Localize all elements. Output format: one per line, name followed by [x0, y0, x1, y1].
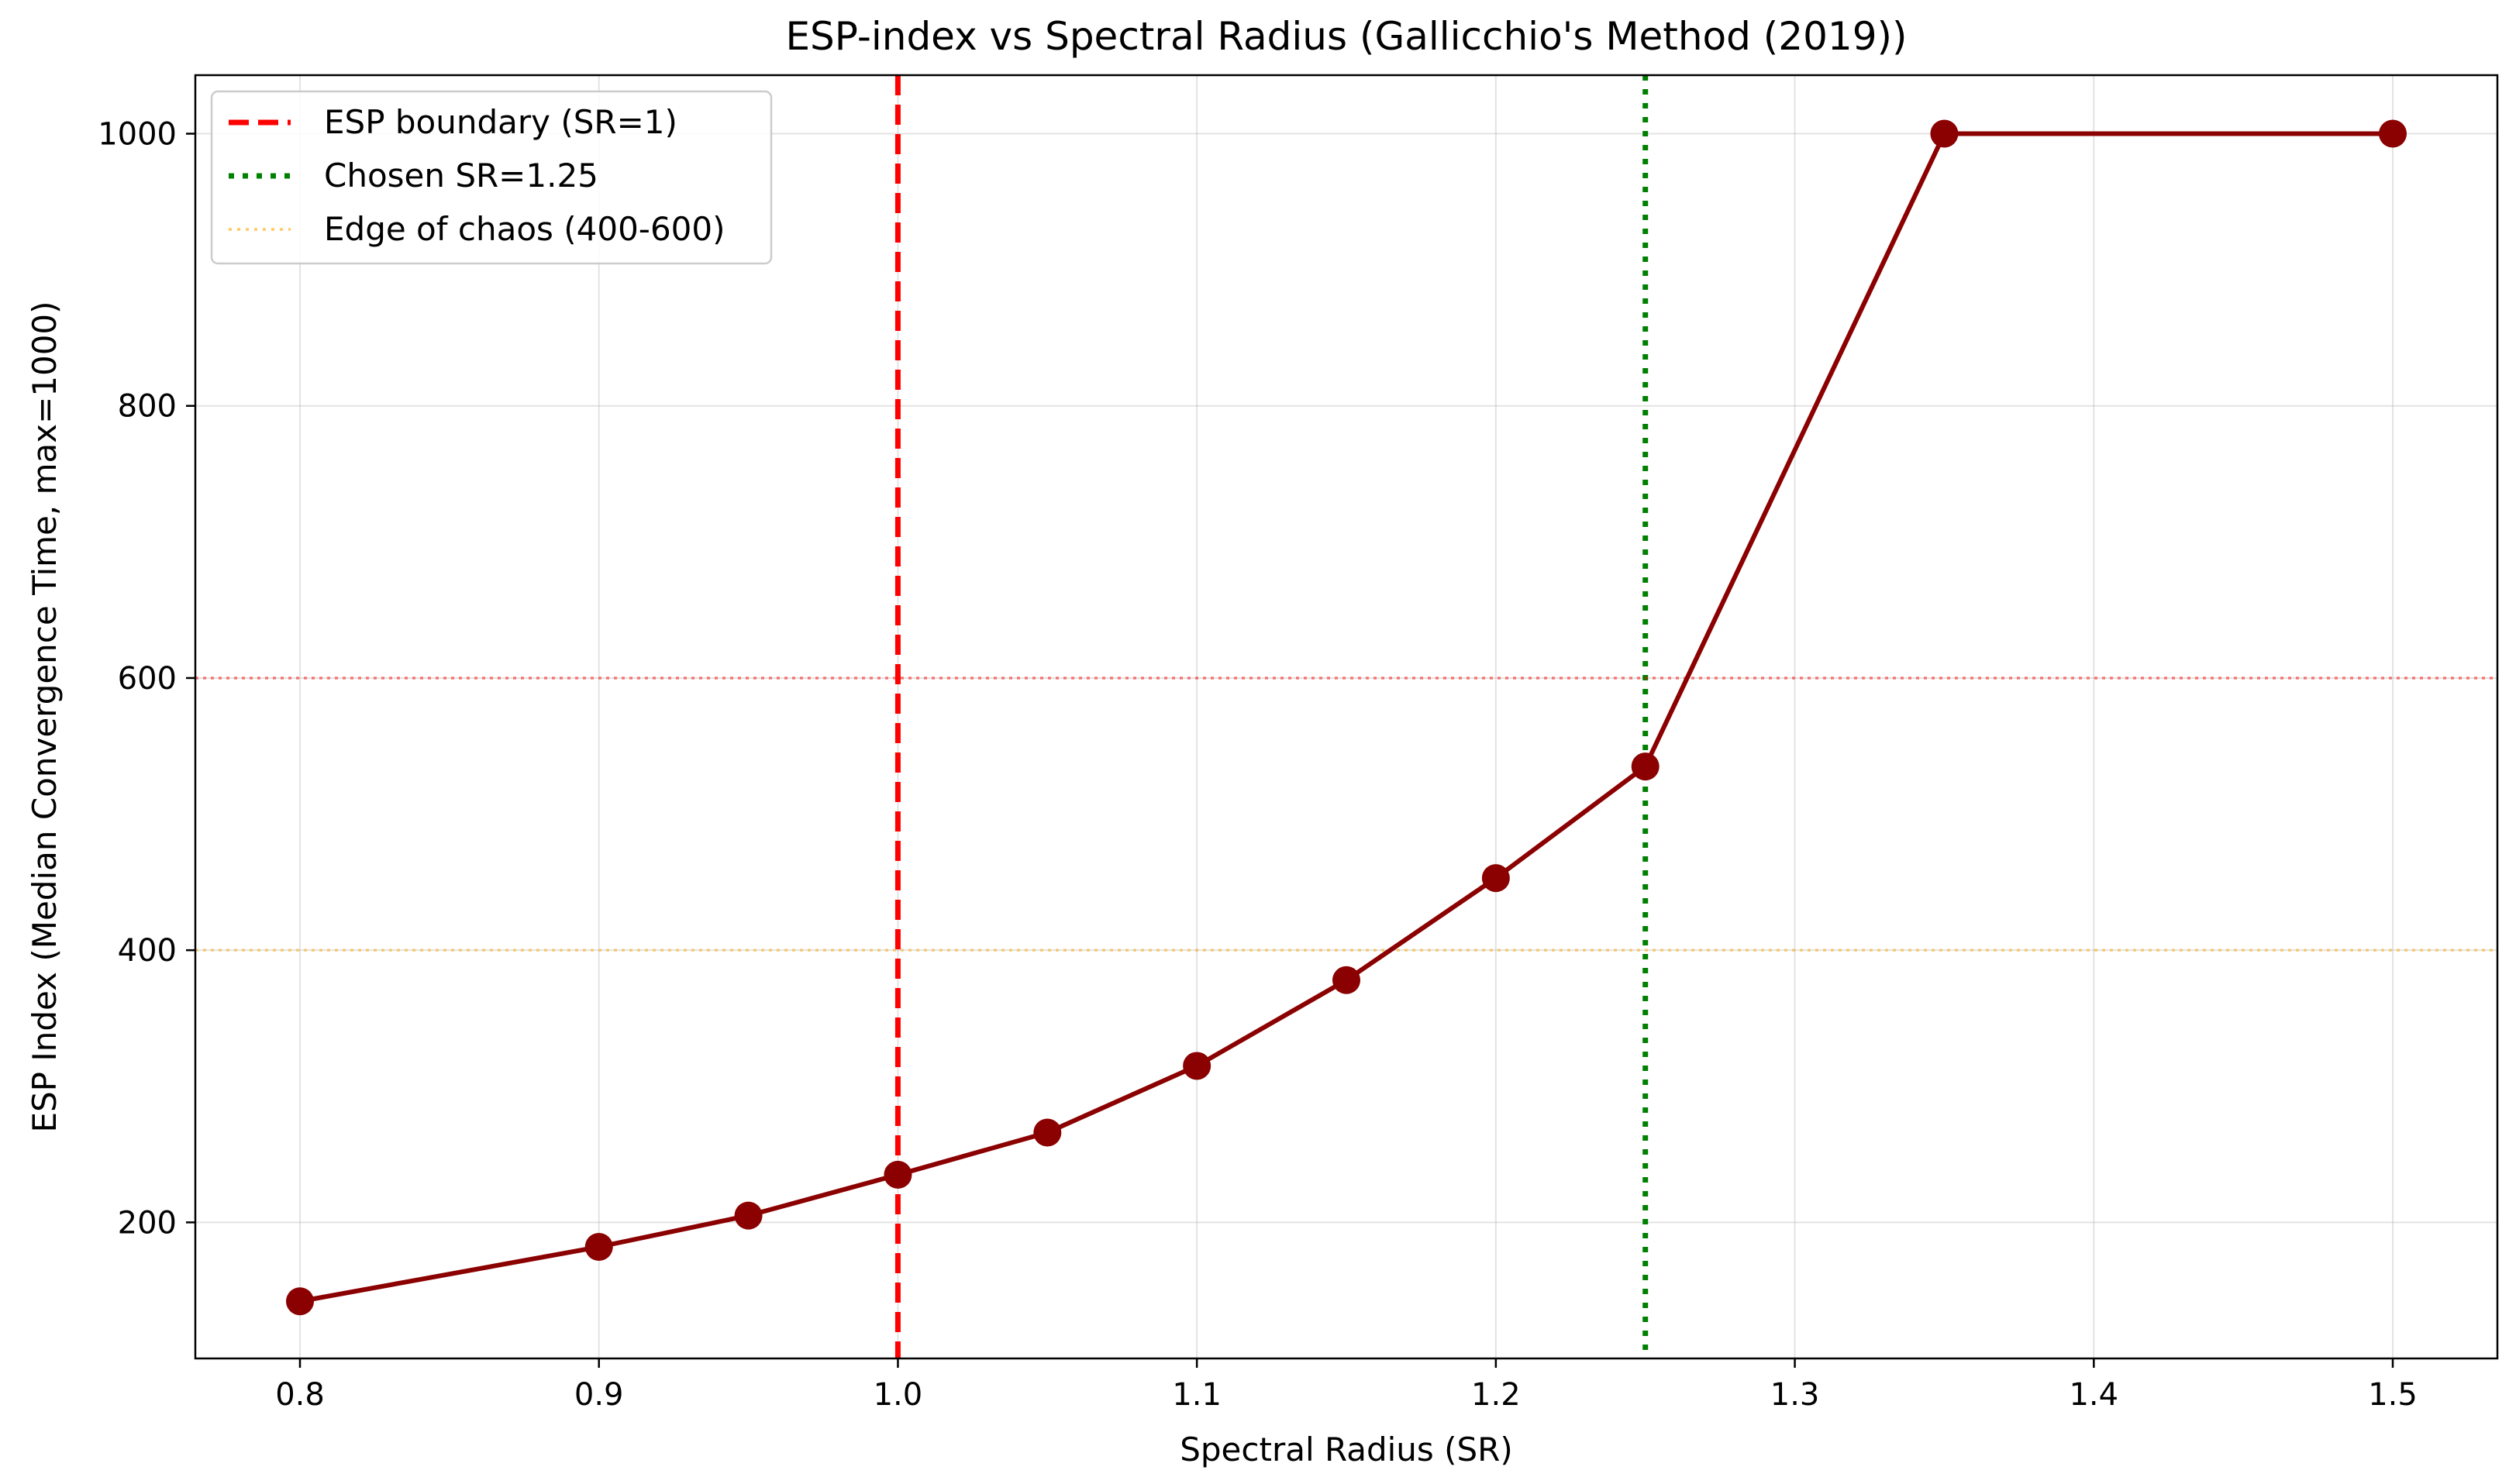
y-tick-label: 800: [118, 389, 177, 425]
data-point: [286, 1287, 314, 1316]
x-tick-label: 0.8: [275, 1377, 325, 1413]
series: [286, 119, 2407, 1316]
legend-box: [210, 90, 773, 265]
legend-label-edge-of-chaos: Edge of chaos (400-600): [324, 210, 726, 248]
x-tick-label: 1.3: [1770, 1377, 1820, 1413]
y-tick-label: 200: [118, 1205, 177, 1241]
legend-label-chosen-sr: Chosen SR=1.25: [324, 157, 598, 195]
data-point: [1481, 864, 1510, 893]
x-tick-label: 1.1: [1172, 1377, 1222, 1413]
data-point: [734, 1201, 763, 1230]
y-axis-ticks: 200 400 600 800 1000: [98, 117, 195, 1241]
x-tick-label: 1.4: [2069, 1377, 2118, 1413]
data-point: [584, 1233, 613, 1261]
plot-frame: [194, 74, 2499, 1360]
x-tick-label: 1.2: [1471, 1377, 1521, 1413]
data-point: [1930, 119, 1959, 148]
data-point: [1631, 752, 1660, 781]
legend: ESP boundary (SR=1) Chosen SR=1.25 Edge …: [210, 90, 773, 265]
x-tick-label: 1.5: [2368, 1377, 2418, 1413]
data-point: [884, 1160, 912, 1189]
x-axis-ticks: 0.8 0.9 1.0 1.1 1.2 1.3 1.4 1.5: [275, 1358, 2418, 1413]
data-point: [1183, 1052, 1211, 1080]
reference-lines: [195, 75, 2497, 1358]
x-axis-label: Spectral Radius (SR): [1180, 1431, 1513, 1469]
y-axis-label: ESP Index (Median Convergence Time, max=…: [26, 301, 64, 1132]
y-tick-label: 600: [118, 661, 177, 697]
y-tick-label: 1000: [98, 117, 177, 153]
chart-title: ESP-index vs Spectral Radius (Gallicchio…: [785, 14, 1907, 59]
data-point: [1033, 1118, 1062, 1147]
data-point: [2379, 119, 2407, 148]
x-tick-label: 1.0: [874, 1377, 923, 1413]
x-tick-label: 0.9: [574, 1377, 624, 1413]
legend-label-esp-boundary: ESP boundary (SR=1): [324, 103, 677, 141]
y-tick-label: 400: [118, 933, 177, 969]
data-point: [1332, 966, 1360, 994]
